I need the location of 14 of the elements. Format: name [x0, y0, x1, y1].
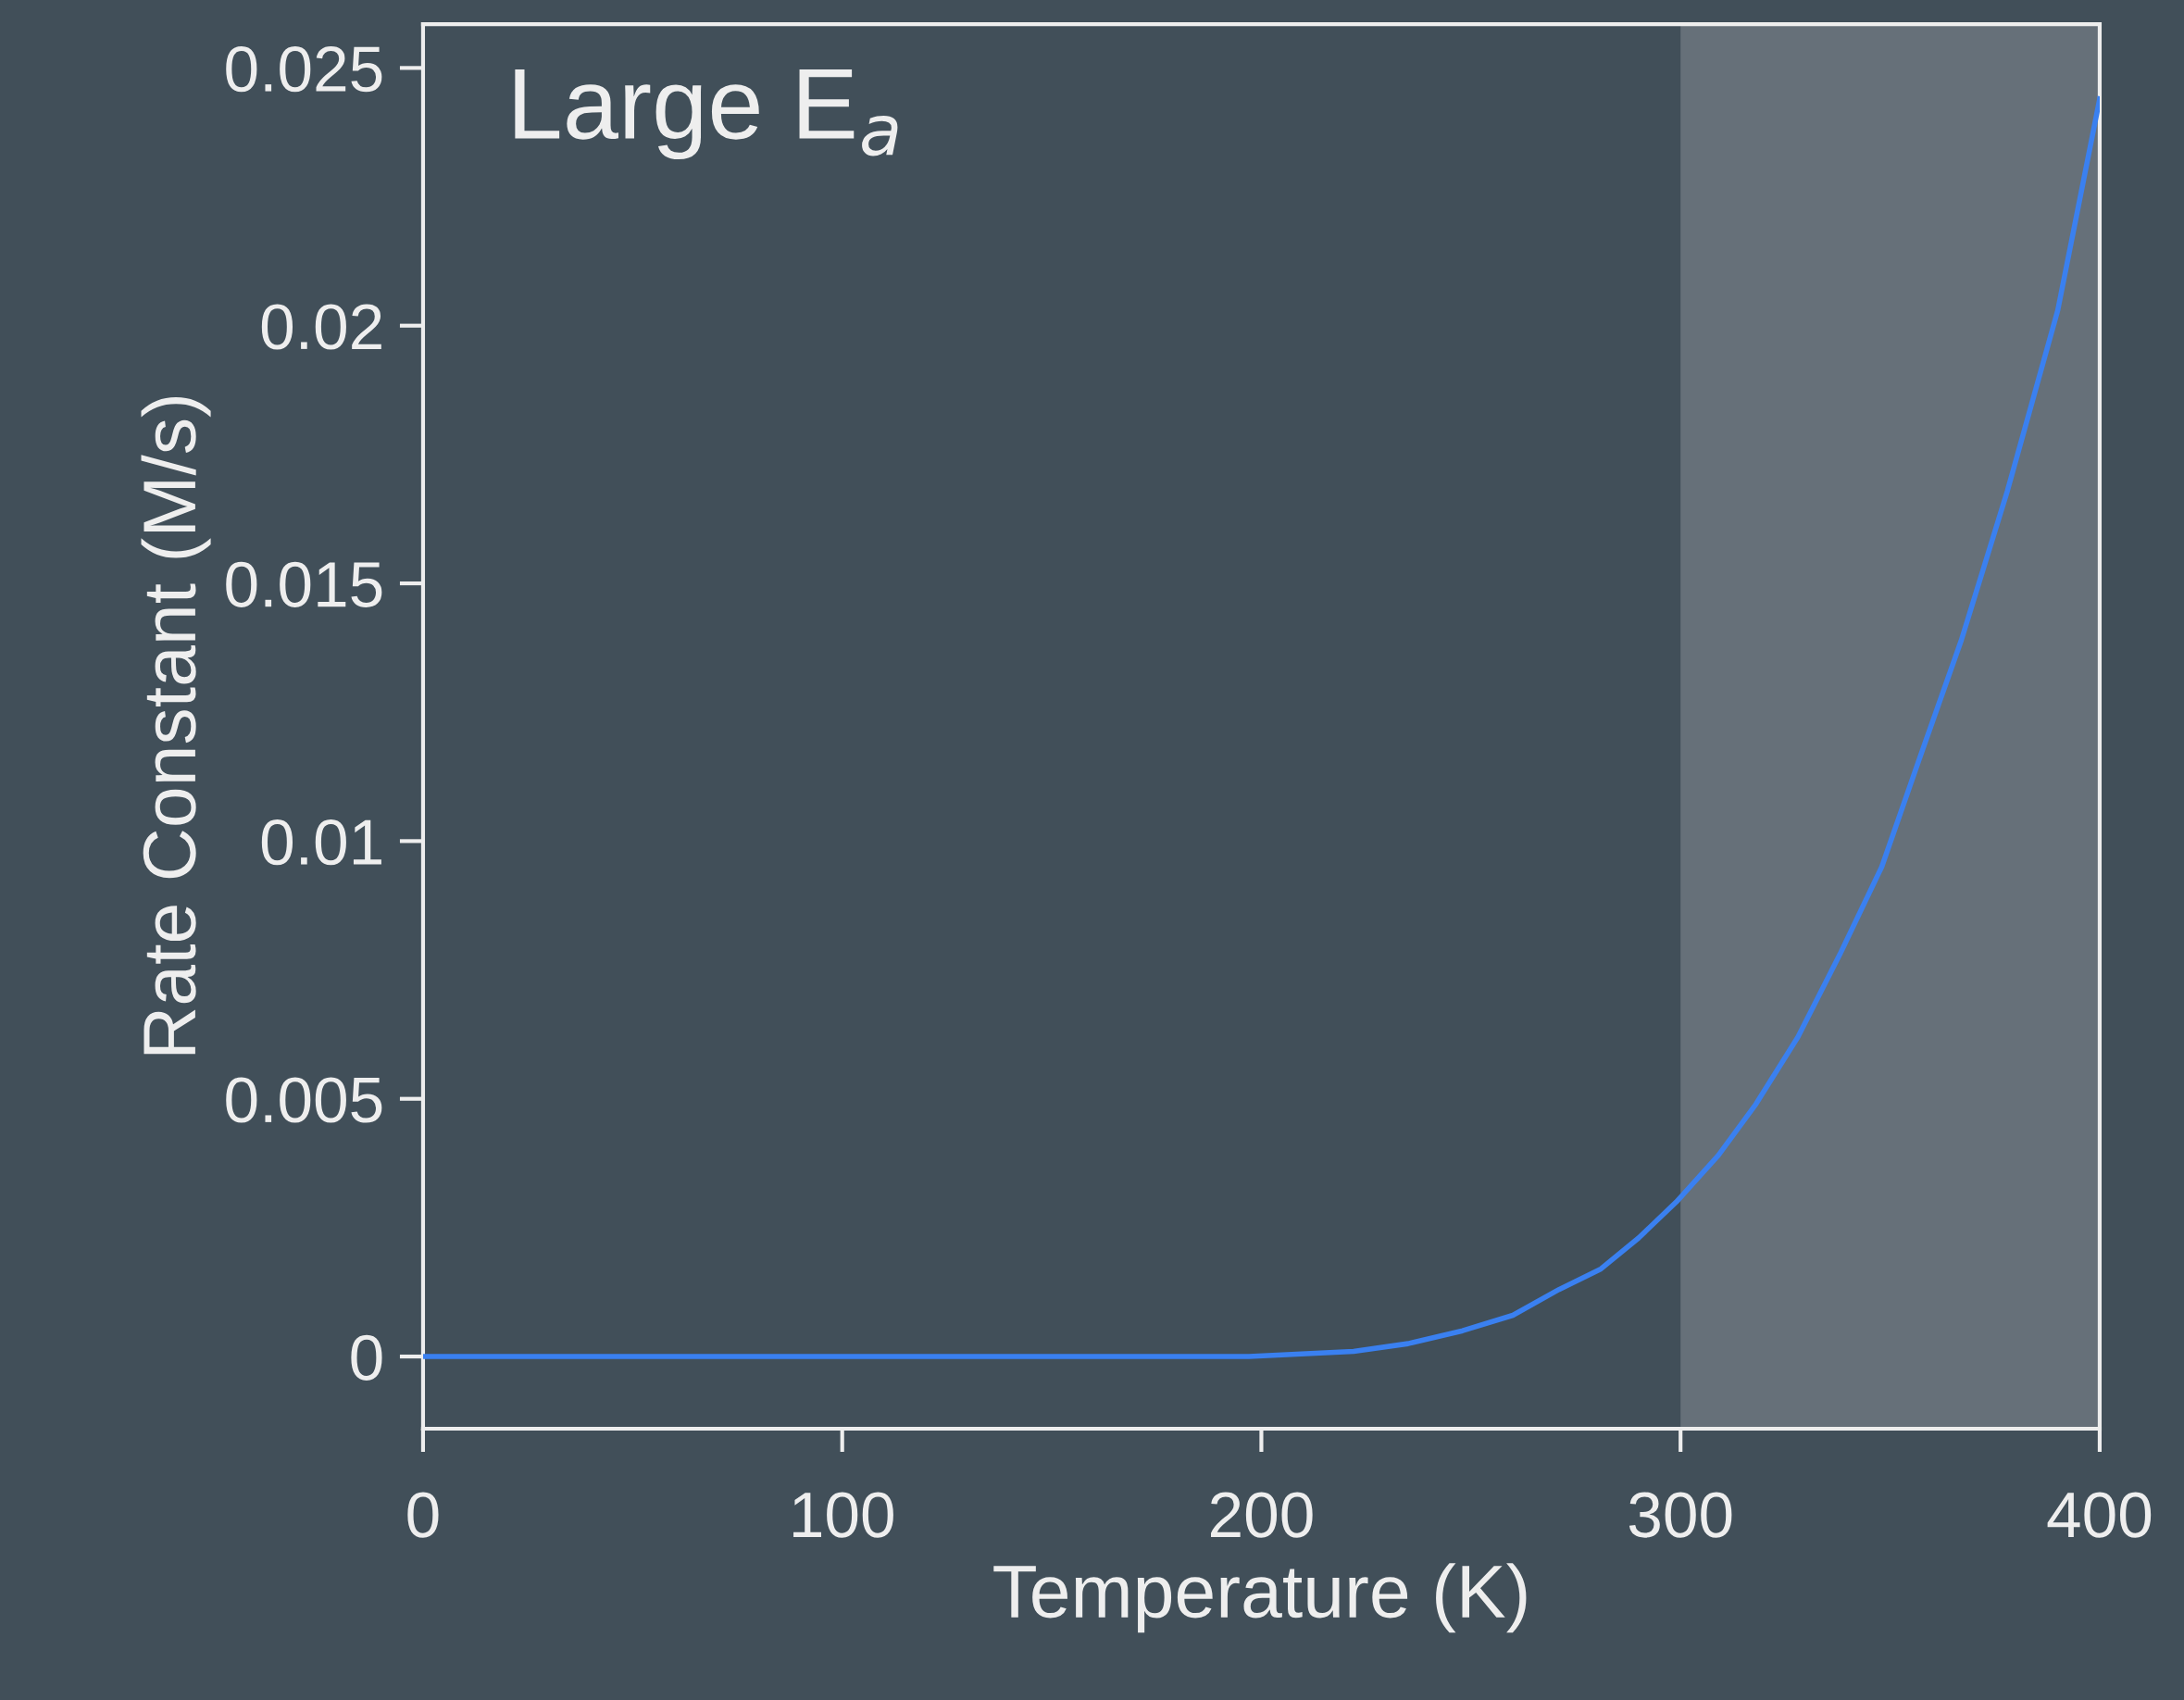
y-axis-title: Rate Constant (M/s)	[141, 397, 211, 1055]
x-tick-label: 200	[1211, 1492, 1313, 1538]
x-tick-label: 0	[407, 1492, 439, 1538]
annotation: Large E$_{a}$	[515, 69, 898, 160]
x-tick-label: 400	[2047, 1492, 2152, 1538]
y-tick-label: 0.005	[226, 1077, 382, 1123]
y-tick-label: 0.025	[226, 46, 382, 93]
y-tick-label: 0.015	[226, 561, 382, 607]
x-tick-label: 100	[793, 1492, 893, 1538]
y-tick-label: 0	[351, 1334, 382, 1381]
x-tick-label: 300	[1629, 1492, 1732, 1538]
y-tick-label: 0.01	[261, 819, 381, 866]
x-axis-title: Temperature (K)	[993, 1563, 1527, 1633]
y-tick-label: 0.02	[261, 304, 381, 350]
